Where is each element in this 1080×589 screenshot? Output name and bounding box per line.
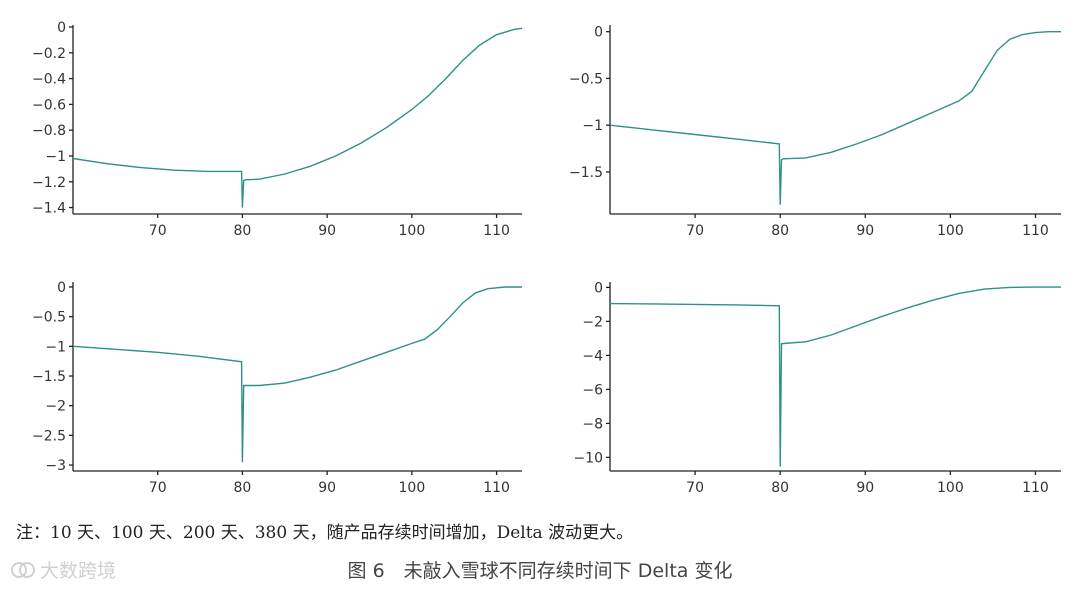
x-tick-label: 90	[318, 480, 336, 496]
y-tick-label: −4	[582, 348, 603, 364]
x-tick-label: 70	[686, 223, 704, 239]
y-tick-label: −2.5	[32, 428, 66, 444]
y-tick-label: 0	[57, 280, 66, 296]
x-tick-label: 100	[399, 223, 426, 239]
y-tick-label: 0	[594, 25, 603, 41]
chart-panel-2: 0 −0.5 −1 −1.5 70 80 90 100 110	[569, 25, 1061, 239]
y-tick-label: 0	[57, 20, 66, 36]
x-tick-label: 110	[483, 223, 510, 239]
x-tick-label: 70	[149, 480, 167, 496]
y-tick-label: −0.6	[32, 97, 66, 113]
y-tick-label: −10	[573, 450, 603, 466]
delta-series-line	[609, 31, 1061, 205]
y-tick-label: −1	[45, 149, 66, 165]
delta-series-line	[72, 286, 522, 463]
chart-panel-3: 0 −0.5 −1 −1.5 −2 −2.5 −3 70 80 90 100 110	[32, 280, 522, 496]
x-tick-label: 110	[1022, 223, 1049, 239]
delta-series-line	[609, 286, 1061, 467]
x-tick-label: 90	[318, 223, 336, 239]
x-tick-label: 100	[937, 480, 964, 496]
y-tick-label: −0.8	[32, 123, 66, 139]
y-tick-label: −0.4	[32, 72, 66, 88]
chart-figure: 0−0.2−0.4−0.6−0.8−1−1.2−1.470 80 90 100 1100…	[32, 20, 1061, 496]
x-tick-label: 80	[234, 223, 252, 239]
y-tick-label: −6	[582, 382, 603, 398]
x-tick-label: 80	[771, 480, 789, 496]
watermark-text: 大数跨境	[40, 560, 117, 582]
figure-caption: 图 6 未敲入雪球不同存续时间下 Delta 变化	[347, 560, 733, 582]
y-tick-label: −1.5	[569, 165, 603, 181]
y-tick-label: −1.4	[32, 201, 66, 217]
delta-series-line	[72, 27, 523, 208]
chart-panel-4: 0 −2 −4 −6 −8 −10 70 80 90 100 110	[573, 280, 1061, 496]
x-tick-label: 100	[399, 480, 426, 496]
y-tick-label: −1.5	[32, 369, 66, 385]
y-tick-label: −3	[45, 458, 66, 474]
x-tick-label: 90	[856, 223, 874, 239]
chart-note: 注：10 天、100 天、200 天、380 天，随产品存续时间增加，Delta…	[16, 523, 634, 543]
chart-panel-1: 0 −0.2 −0.4 −0.6 −0.8 −1 −1.2 −1.4 70 80 90 100 110	[32, 20, 523, 239]
y-tick-label: −1.2	[32, 175, 66, 191]
y-tick-label: −0.5	[569, 71, 603, 87]
y-tick-label: −8	[582, 416, 603, 432]
y-tick-label: −0.5	[32, 310, 66, 326]
y-tick-label: −2	[45, 399, 66, 415]
watermark-logo-icon	[11, 561, 35, 578]
x-tick-label: 110	[1022, 480, 1049, 496]
x-tick-label: 110	[483, 480, 510, 496]
x-tick-label: 90	[856, 480, 874, 496]
y-tick-label: 0	[594, 280, 603, 296]
y-tick-label: −0.2	[32, 46, 66, 62]
x-tick-label: 100	[937, 223, 964, 239]
x-tick-label: 80	[234, 480, 252, 496]
x-tick-label: 70	[149, 223, 167, 239]
y-tick-label: −1	[582, 118, 603, 134]
x-tick-label: 80	[771, 223, 789, 239]
y-tick-label: −1	[45, 339, 66, 355]
watermark: 大数跨境	[10, 556, 116, 583]
x-tick-label: 70	[686, 480, 704, 496]
y-tick-label: −2	[582, 314, 603, 330]
